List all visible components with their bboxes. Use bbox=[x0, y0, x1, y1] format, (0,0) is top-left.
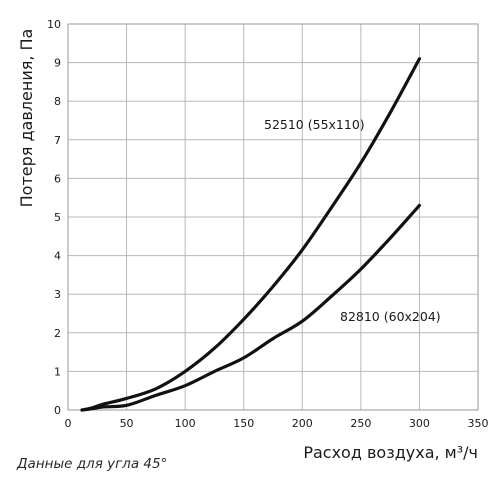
x-tick-label: 50 bbox=[120, 417, 134, 430]
y-tick-label: 6 bbox=[54, 172, 61, 185]
series-line-0 bbox=[80, 57, 422, 412]
y-axis-title: Потеря давления, Па bbox=[17, 29, 36, 208]
series-lines bbox=[80, 57, 422, 412]
y-tick-label: 1 bbox=[54, 365, 61, 378]
y-tick-label: 2 bbox=[54, 327, 61, 340]
y-tick-label: 4 bbox=[54, 250, 61, 263]
series-label-52510: 52510 (55x110) bbox=[264, 117, 365, 132]
y-tick-label: 8 bbox=[54, 95, 61, 108]
grid bbox=[68, 24, 478, 410]
x-tick-label: 250 bbox=[350, 417, 371, 430]
series-label-82810: 82810 (60x204) bbox=[340, 309, 441, 324]
y-tick-label: 9 bbox=[54, 57, 61, 70]
y-tick-label: 7 bbox=[54, 134, 61, 147]
y-tick-label: 5 bbox=[54, 211, 61, 224]
x-axis-title: Расход воздуха, м³/ч bbox=[303, 443, 478, 462]
x-tick-label: 0 bbox=[65, 417, 72, 430]
footnote: Данные для угла 45° bbox=[17, 456, 168, 472]
x-tick-label: 100 bbox=[175, 417, 196, 430]
x-tick-label: 200 bbox=[292, 417, 313, 430]
tick-labels: 0 50 100 150 200 250 300 350 0 1 2 3 4 5 6 7 8 9 10 bbox=[47, 18, 489, 430]
y-tick-label: 3 bbox=[54, 288, 61, 301]
x-tick-label: 300 bbox=[409, 417, 430, 430]
series-line-1 bbox=[80, 203, 422, 412]
y-tick-label: 10 bbox=[47, 18, 61, 31]
x-tick-label: 350 bbox=[468, 417, 489, 430]
y-tick-label: 0 bbox=[54, 404, 61, 417]
plot-frame bbox=[67, 23, 479, 411]
x-tick-label: 150 bbox=[233, 417, 254, 430]
